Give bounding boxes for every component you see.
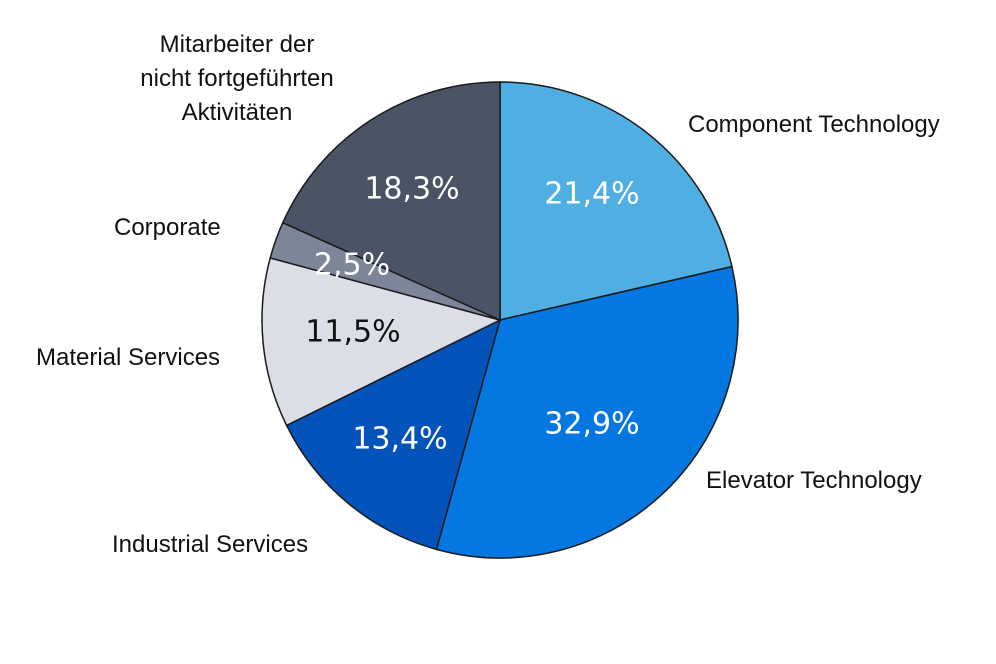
pie-slice [285, 318, 502, 551]
slice-category-label: Corporate [114, 214, 221, 241]
slice-value-label: 2,5% [314, 248, 390, 283]
slice-category-label: Mitarbeiter der nicht fortgeführten Aktivi… [140, 31, 333, 126]
slice-category-label: Material Services [36, 344, 220, 371]
pie-slice [281, 81, 501, 322]
slice-category-label: Industrial Services [112, 531, 308, 558]
pie-slices [261, 81, 739, 559]
slice-value-label: 32,9% [544, 407, 639, 442]
slice-category-label: Elevator Technology [706, 467, 922, 494]
slice-value-label: 13,4% [352, 422, 447, 457]
slice-value-label: 21,4% [544, 177, 639, 212]
slice-category-label: Component Technology [688, 111, 940, 138]
pie-slice [261, 257, 503, 427]
slice-value-label: 11,5% [305, 315, 400, 350]
pie-slice [435, 265, 739, 559]
pie-slice [499, 81, 733, 321]
slice-value-label: 18,3% [364, 172, 459, 207]
